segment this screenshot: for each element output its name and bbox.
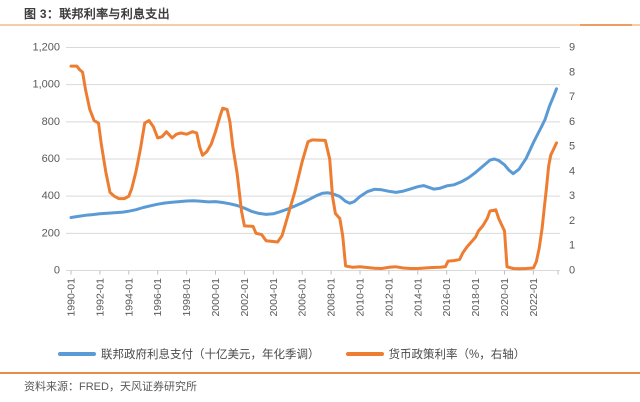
x-axis-tick-label: 2008-01 [326,278,338,317]
x-axis-tick-label: 2022-01 [528,278,540,317]
left-axis-tick-label: 1,000 [32,79,60,91]
x-axis-tick-label: 2016-01 [441,278,453,317]
x-axis-tick-label: 1998-01 [181,278,193,317]
right-axis-tick-label: 0 [569,265,575,277]
x-axis-tick-label: 1996-01 [152,278,164,317]
right-axis-tick-label: 9 [569,42,575,54]
footer-divider-line [0,372,640,374]
x-axis-tick-label: 1994-01 [123,278,135,317]
left-axis-tick-label: 600 [42,153,60,165]
x-axis-tick-label: 2018-01 [470,278,482,317]
legend-label: 联邦政府利息支付（十亿美元，年化季调） [101,349,320,361]
right-axis-tick-label: 5 [569,141,575,153]
source-note: 资料来源：FRED，天风证券研究所 [24,381,197,393]
right-axis-tick-label: 2 [569,215,575,227]
right-axis-tick-label: 1 [569,240,575,252]
x-axis-tick-label: 2010-01 [355,278,367,317]
right-axis-tick-label: 7 [569,91,575,103]
right-axis-tick-label: 8 [569,66,575,78]
legend-item-interest-payments: 联邦政府利息支付（十亿美元，年化季调） [58,346,320,362]
left-axis-tick-label: 800 [42,116,60,128]
left-axis-tick-label: 200 [42,227,60,239]
x-axis-tick-label: 2004-01 [268,278,280,317]
x-axis-tick-label: 2000-01 [210,278,222,317]
x-axis-tick-label: 2006-01 [297,278,309,317]
x-axis-tick-label: 2020-01 [499,278,511,317]
right-axis-tick-label: 3 [569,190,575,202]
x-axis-tick-label: 2012-01 [383,278,395,317]
series-line-policy-rate [69,64,558,271]
right-axis-tick-label: 4 [569,165,575,177]
figure-title: 图 3：联邦利率与利息支出 [24,7,170,21]
x-axis-tick-label: 1990-01 [66,278,78,317]
legend-line-swatch-orange [345,352,384,356]
title-divider-line [0,24,640,26]
left-axis-tick-label: 400 [42,190,60,202]
x-axis-tick-label: 1992-01 [94,278,106,317]
legend-label: 货币政策利率（%，右轴） [388,349,526,361]
series-line-interest-payments [69,87,558,219]
chart-legend: 联邦政府利息支付（十亿美元，年化季调） 货币政策利率（%，右轴） [58,346,525,362]
left-axis-tick-label: 0 [54,265,60,277]
legend-item-policy-rate: 货币政策利率（%，右轴） [345,346,526,362]
title-divider-accent [580,24,632,26]
legend-line-swatch-blue [58,352,96,356]
left-axis-tick-label: 1,200 [32,42,60,54]
right-axis-tick-label: 6 [569,116,575,128]
x-axis-tick-label: 2014-01 [412,278,424,317]
x-axis-tick-label: 2002-01 [239,278,251,317]
